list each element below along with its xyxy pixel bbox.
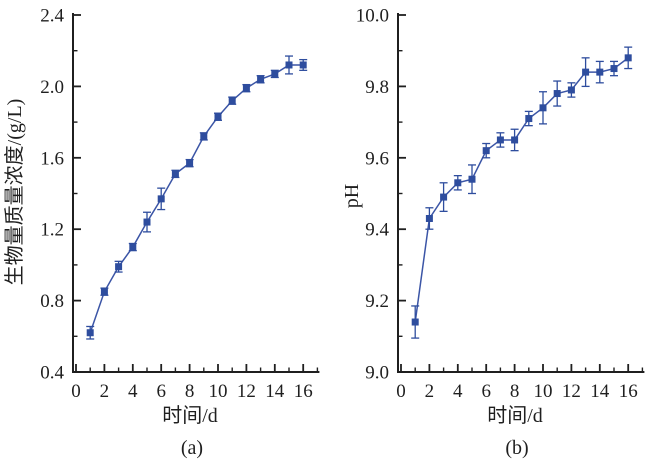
panel-b: 9.0 9.2 9.4 9.6 9.8 10.0 0 2 4 6 8 10 12 14 16	[356, 6, 645, 402]
y-tick-label: 1.6	[40, 148, 64, 169]
data-point	[624, 54, 632, 62]
data-point	[610, 65, 618, 73]
y-tick-label: 2.4	[40, 6, 64, 27]
panel-caption-a: (a)	[180, 437, 204, 459]
axis-frame	[72, 13, 320, 373]
y-axis-title-ph: pH	[341, 183, 363, 209]
x-tick-label: 4	[453, 381, 463, 402]
data-point	[511, 136, 519, 144]
y-tick-label: 9.0	[365, 363, 389, 384]
data-point	[454, 179, 462, 187]
x-tick-label: 12	[237, 381, 256, 402]
data-point	[299, 61, 307, 69]
data-point	[100, 288, 108, 296]
data-point	[496, 136, 504, 144]
x-tick-label: 14	[265, 381, 285, 402]
data-point	[143, 218, 151, 226]
x-axis-title-a: 时间/d	[162, 405, 218, 427]
data-point	[129, 243, 137, 251]
data-point	[539, 104, 547, 112]
x-tick-label: 0	[396, 381, 406, 402]
data-point	[214, 113, 222, 121]
data-point	[257, 75, 265, 83]
x-tick-label: 16	[619, 381, 638, 402]
data-point	[86, 329, 94, 337]
series-line	[89, 64, 304, 333]
data-point	[186, 159, 194, 167]
data-point	[171, 170, 179, 178]
y-tick-label: 1.2	[40, 220, 64, 241]
y-tick-label: 9.4	[365, 220, 389, 241]
y-tick-label: 9.6	[365, 148, 389, 169]
data-point	[115, 263, 123, 271]
y-tick-label: 0.8	[40, 291, 64, 312]
data-point	[553, 90, 561, 98]
y-tick-label: 9.2	[365, 291, 389, 312]
data-point	[596, 68, 604, 76]
x-axis-title-b: 时间/d	[487, 405, 543, 427]
x-tick-label: 2	[100, 381, 110, 402]
data-point	[482, 147, 490, 155]
panel-a: 0.4 0.8 1.2 1.6 2.0 2.4 0 2 4 6 8 10 12 14 16	[40, 6, 320, 402]
x-tick-label: 10	[209, 381, 228, 402]
x-tick-label: 8	[185, 381, 195, 402]
data-point	[285, 61, 293, 69]
data-point	[228, 97, 236, 105]
data-point	[411, 318, 419, 326]
y-tick-label: 0.4	[40, 363, 64, 384]
data-point	[200, 132, 208, 140]
x-tick-label: 16	[294, 381, 313, 402]
x-tick-label: 10	[534, 381, 553, 402]
y-tick-label: 2.0	[40, 77, 64, 98]
x-tick-label: 12	[562, 381, 581, 402]
x-tick-label: 2	[425, 381, 435, 402]
x-tick-label: 6	[156, 381, 166, 402]
data-point	[440, 193, 448, 201]
y-axis-title-biomass: 生物量质量浓度/(g/L)	[4, 98, 26, 286]
data-point	[271, 70, 279, 78]
y-tick-label: 10.0	[356, 6, 389, 27]
x-tick-label: 0	[71, 381, 81, 402]
x-tick-label: 8	[510, 381, 520, 402]
series-line	[414, 57, 629, 323]
data-point	[582, 68, 590, 76]
data-point	[567, 86, 575, 94]
axis-frame	[397, 13, 645, 373]
data-point	[425, 214, 433, 222]
data-point	[468, 175, 476, 183]
panel-caption-b: (b)	[505, 437, 529, 459]
data-point	[242, 84, 250, 92]
x-tick-label: 6	[481, 381, 491, 402]
x-tick-label: 4	[128, 381, 138, 402]
x-tick-label: 14	[590, 381, 610, 402]
data-point	[525, 115, 533, 123]
data-point	[157, 195, 165, 203]
y-tick-label: 9.8	[365, 77, 389, 98]
